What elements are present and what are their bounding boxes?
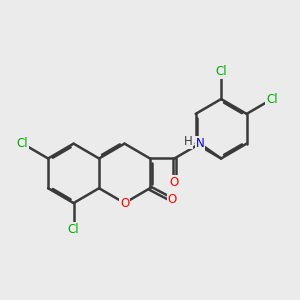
Text: Cl: Cl [215, 65, 227, 78]
Text: O: O [168, 194, 177, 206]
Text: Cl: Cl [17, 137, 28, 150]
Text: N: N [196, 137, 204, 150]
Text: O: O [120, 196, 129, 210]
Text: Cl: Cl [68, 223, 80, 236]
Text: H: H [184, 135, 193, 148]
Text: O: O [170, 176, 179, 189]
Text: Cl: Cl [266, 92, 278, 106]
